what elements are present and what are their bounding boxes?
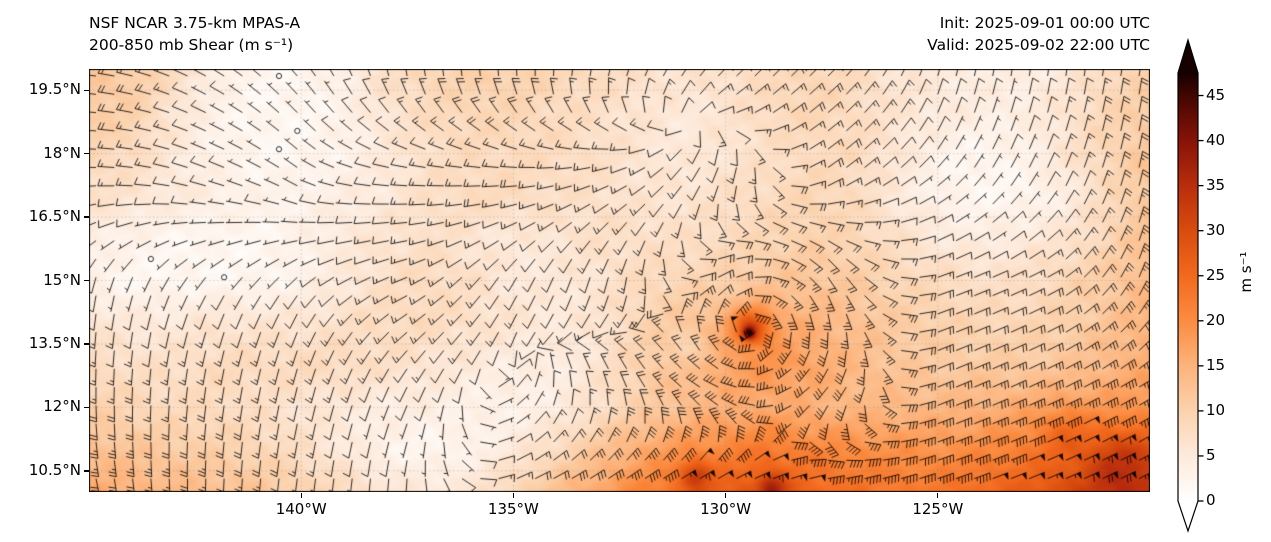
colorbar-unit-label: m s⁻¹ [1237,251,1255,293]
lon-tick-label: 140°W [275,500,327,518]
lon-tick-label: 125°W [912,500,964,518]
lat-tick [84,470,89,472]
colorbar [1177,37,1204,533]
colorbar-tick-label: 45 [1206,85,1226,104]
colorbar-ticks [1198,94,1204,502]
lat-tick [84,343,89,345]
colorbar-tick-label: 30 [1206,220,1226,239]
lat-tick-label: 10.5°N [28,460,81,479]
lon-tick-label: 130°W [700,500,752,518]
colorbar-tick-label: 5 [1206,445,1216,464]
plot-title-field: 200-850 mb Shear (m s⁻¹) [89,36,294,54]
lon-tick [300,493,302,498]
lon-tick [512,493,515,498]
valid-time-label: Valid: 2025-09-02 22:00 UTC [927,36,1150,54]
lon-tick-label: 135°W [487,500,539,518]
init-time-label: Init: 2025-09-01 00:00 UTC [939,14,1150,32]
lat-tick-label: 13.5°N [28,333,81,352]
plot-title-model: NSF NCAR 3.75-km MPAS-A [89,14,301,32]
colorbar-tick-label: 25 [1206,265,1226,284]
lat-tick [84,153,89,155]
colorbar-tick-label: 40 [1206,130,1226,149]
lat-tick-label: 19.5°N [28,80,81,99]
shear-map-canvas [89,69,1150,492]
lon-tick [937,493,939,498]
colorbar-tick-label: 15 [1206,355,1226,374]
lat-tick-label: 16.5°N [28,207,81,226]
lat-tick-label: 12°N [43,397,81,416]
colorbar-tick-label: 20 [1206,310,1226,329]
lat-tick [84,406,89,409]
lat-tick-label: 18°N [43,143,81,162]
lon-tick [725,493,727,498]
colorbar-gradient [1177,37,1199,533]
colorbar-tick-label: 0 [1206,491,1216,509]
colorbar-tick-label: 10 [1206,400,1226,419]
colorbar-tick-label: 35 [1206,175,1226,194]
lat-tick-label: 15°N [43,270,81,289]
lat-tick [84,216,89,218]
lat-tick [84,89,89,91]
lat-tick [84,279,89,282]
